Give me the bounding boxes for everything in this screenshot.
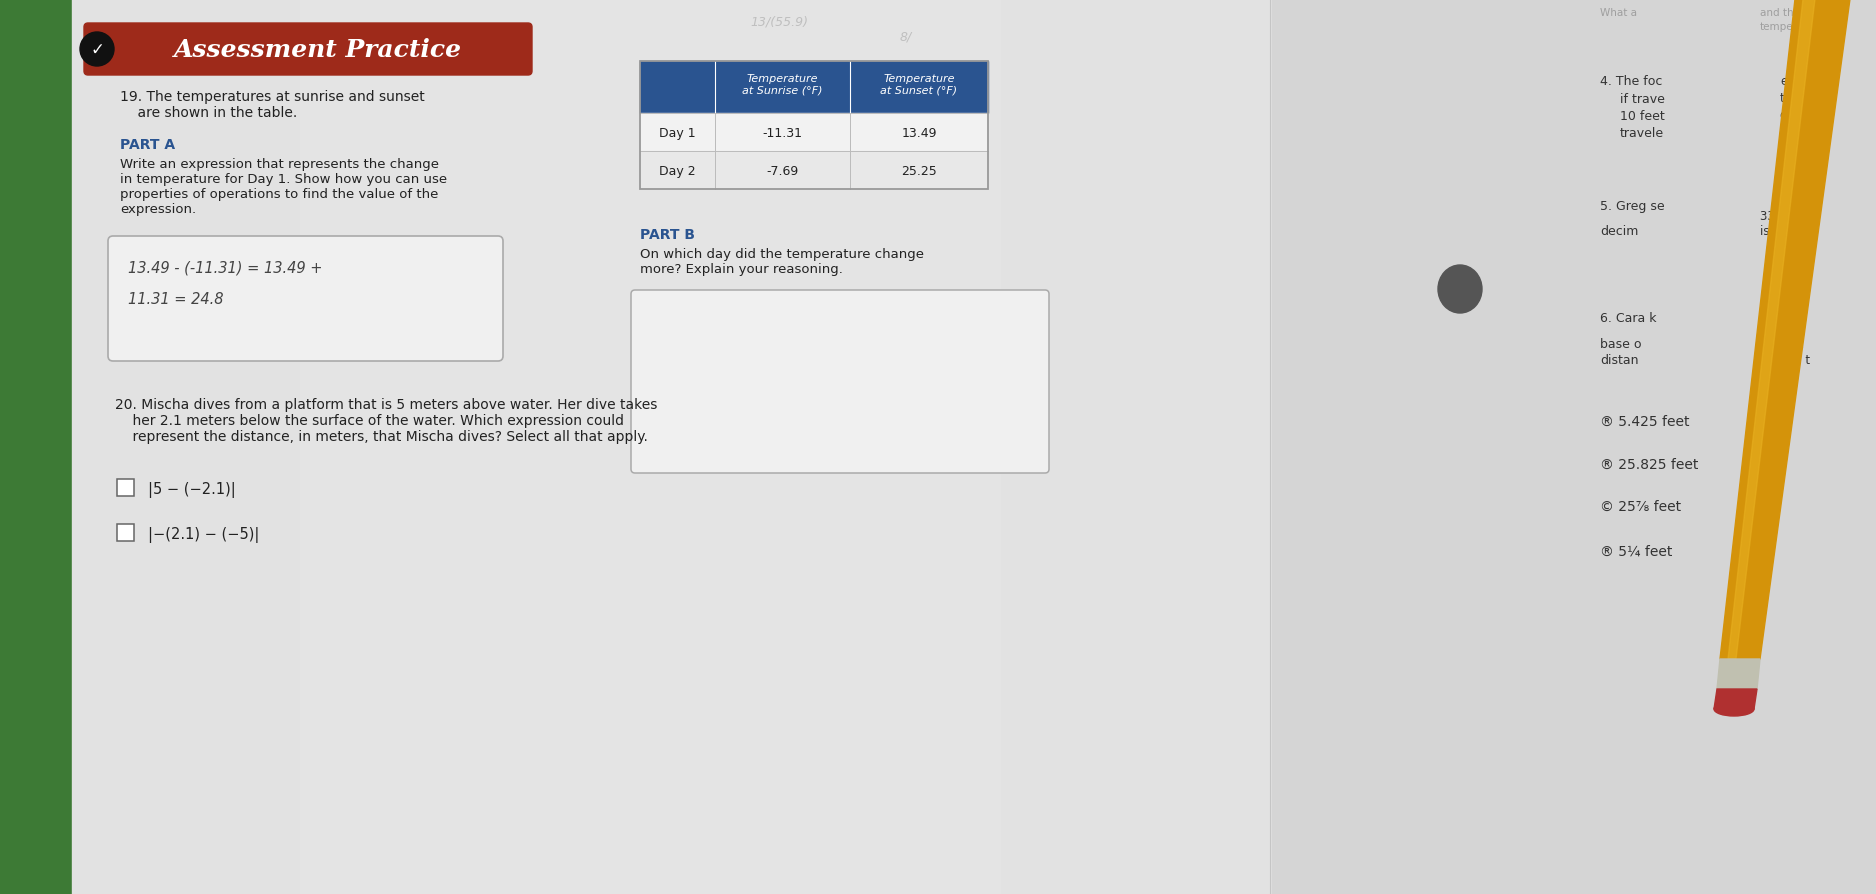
Text: ® 5.425 feet: ® 5.425 feet — [1600, 415, 1690, 428]
Text: 5. Greg se: 5. Greg se — [1600, 199, 1664, 213]
Ellipse shape — [1439, 266, 1482, 314]
Bar — [640, 114, 989, 152]
Text: Day 2: Day 2 — [658, 164, 696, 177]
Polygon shape — [1715, 689, 1758, 709]
Text: PART A: PART A — [120, 138, 174, 152]
Text: distan: distan — [1600, 354, 1638, 367]
Bar — [71, 0, 1272, 894]
Text: to the h: to the h — [1780, 92, 1827, 105]
Text: temperatu: temperatu — [1760, 22, 1816, 32]
Text: -11.31: -11.31 — [762, 126, 803, 139]
Text: 25.25: 25.25 — [900, 164, 936, 177]
Bar — [640, 152, 989, 190]
Text: PART B: PART B — [640, 228, 694, 241]
Text: Temperature
at Sunset (°F): Temperature at Sunset (°F) — [880, 74, 957, 96]
Bar — [116, 479, 133, 496]
Text: 33. is s: 33. is s — [1760, 210, 1801, 223]
Text: 19. The temperatures at sunrise and sunset
    are shown in the table.: 19. The temperatures at sunrise and suns… — [120, 90, 424, 120]
Polygon shape — [1728, 0, 1814, 659]
Text: ween t: ween t — [1769, 354, 1810, 367]
Text: 13/(55.9): 13/(55.9) — [750, 15, 809, 28]
Text: ✓: ✓ — [90, 41, 103, 59]
Text: What a: What a — [1600, 8, 1638, 18]
Text: -7.69: -7.69 — [767, 164, 799, 177]
FancyBboxPatch shape — [109, 237, 503, 361]
Bar — [300, 0, 1000, 894]
Text: ® 5¼ feet: ® 5¼ feet — [1600, 544, 1672, 559]
Text: ® 25.825 feet: ® 25.825 feet — [1600, 458, 1698, 471]
FancyBboxPatch shape — [630, 291, 1049, 474]
Text: 6. Cara k: 6. Cara k — [1600, 312, 1657, 325]
FancyBboxPatch shape — [84, 24, 533, 76]
Text: On which day did the temperature change
more? Explain your reasoning.: On which day did the temperature change … — [640, 248, 925, 275]
Text: 13.49 - (-11.31) = 13.49 +: 13.49 - (-11.31) = 13.49 + — [128, 260, 323, 274]
Text: and tha: and tha — [1760, 8, 1799, 18]
Bar — [640, 62, 989, 114]
Text: 10 feet: 10 feet — [1621, 110, 1664, 122]
Text: decim: decim — [1600, 224, 1638, 238]
Bar — [1272, 0, 1876, 894]
Text: © 25⅞ feet: © 25⅞ feet — [1600, 500, 1681, 513]
Text: if trave: if trave — [1621, 93, 1664, 105]
Text: Day 1: Day 1 — [658, 126, 696, 139]
Text: ground t: ground t — [1780, 109, 1831, 122]
Text: 20. Mischa dives from a platform that is 5 meters above water. Her dive takes
  : 20. Mischa dives from a platform that is… — [114, 398, 657, 444]
Text: on a: on a — [1769, 322, 1795, 334]
Bar — [0, 0, 71, 894]
Text: Write an expression that represents the change
in temperature for Day 1. Show ho: Write an expression that represents the … — [120, 158, 446, 215]
Text: 4. The foc: 4. The foc — [1600, 75, 1662, 88]
Text: Temperature
at Sunrise (°F): Temperature at Sunrise (°F) — [743, 74, 824, 96]
Text: 8/: 8/ — [900, 30, 912, 43]
Text: elevation: elevation — [1780, 75, 1835, 88]
Text: 13.49: 13.49 — [900, 126, 936, 139]
Polygon shape — [1720, 0, 1850, 659]
Bar — [116, 525, 133, 542]
Polygon shape — [1717, 659, 1760, 689]
Text: travele: travele — [1621, 127, 1664, 139]
Text: |−(2.1) − (−5)|: |−(2.1) − (−5)| — [148, 527, 259, 543]
Text: hount: hount — [1769, 338, 1805, 350]
Text: |5 − (−2.1)|: |5 − (−2.1)| — [148, 482, 236, 497]
Text: Assessment Practice: Assessment Practice — [174, 38, 461, 62]
Circle shape — [81, 33, 114, 67]
Ellipse shape — [1715, 702, 1754, 716]
Text: 11.31 = 24.8: 11.31 = 24.8 — [128, 291, 223, 307]
Text: ns 1.6 a: ns 1.6 a — [1780, 126, 1827, 139]
Text: is com: is com — [1760, 224, 1799, 238]
Bar — [640, 62, 989, 190]
Text: base o: base o — [1600, 338, 1642, 350]
